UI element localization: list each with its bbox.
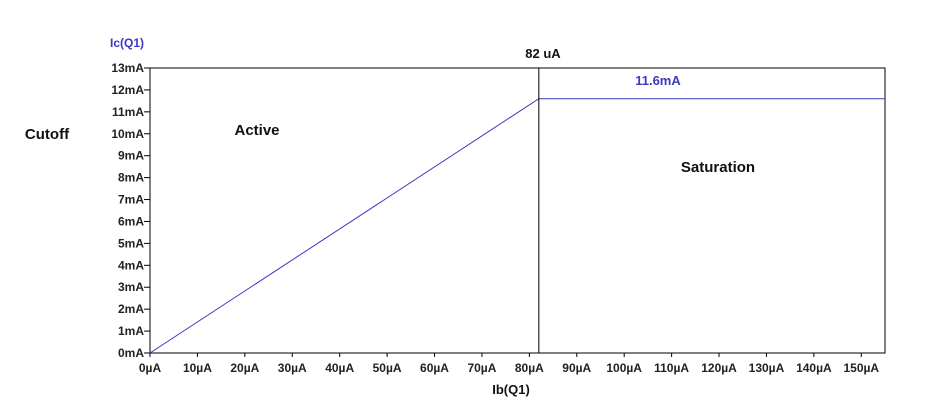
x-axis-label: Ib(Q1) xyxy=(492,382,530,397)
y-tick-label: 3mA xyxy=(118,280,144,294)
y-tick-label: 0mA xyxy=(118,346,144,360)
cutoff-label: Cutoff xyxy=(25,126,70,143)
y-tick-label: 11mA xyxy=(112,105,144,119)
y-tick-label: 13mA xyxy=(111,61,144,75)
saturation-value-label: 11.6mA xyxy=(635,73,681,88)
vline-label: 82 uA xyxy=(525,46,561,61)
x-tick-label: 140µA xyxy=(796,361,832,375)
y-tick-label: 7mA xyxy=(118,193,144,207)
y-tick-label: 9mA xyxy=(118,149,144,163)
y-tick-label: 5mA xyxy=(118,236,144,250)
active-label: Active xyxy=(234,122,279,139)
x-tick-label: 100µA xyxy=(606,361,642,375)
y-tick-label: 10mA xyxy=(111,127,144,141)
axes xyxy=(149,67,886,354)
x-tick-label: 150µA xyxy=(843,361,879,375)
y-tick-label: 12mA xyxy=(111,83,144,97)
x-tick-label: 30µA xyxy=(278,361,307,375)
saturation-label: Saturation xyxy=(681,159,755,176)
x-tick-label: 110µA xyxy=(654,361,689,375)
x-tick-label: 90µA xyxy=(562,361,591,375)
plot-frame xyxy=(149,67,886,354)
x-tick-label: 120µA xyxy=(701,361,737,375)
y-axis-label: Ic(Q1) xyxy=(110,36,144,50)
x-tick-label: 60µA xyxy=(420,361,449,375)
x-tick-label: 130µA xyxy=(749,361,785,375)
series xyxy=(149,68,885,354)
x-tick-label: 10µA xyxy=(183,361,212,375)
ticks: 0mA 1mA 2mA 3mA 4mA 5mA 6mA 7mA 8mA 9mA 10mA 11mA 12… xyxy=(111,61,879,375)
x-tick-label: 40µA xyxy=(325,361,354,375)
x-tick-label: 0µA xyxy=(139,361,162,375)
x-tick-label: 70µA xyxy=(467,361,496,375)
y-tick-label: 4mA xyxy=(118,258,144,272)
y-tick-label: 6mA xyxy=(118,214,144,228)
x-tick-label: 50µA xyxy=(373,361,402,375)
y-tick-label: 2mA xyxy=(118,302,144,316)
x-tick-label: 80µA xyxy=(515,361,544,375)
x-tick-label: 20µA xyxy=(230,361,259,375)
y-tick-label: 8mA xyxy=(118,171,144,185)
y-tick-label: 1mA xyxy=(118,324,144,338)
